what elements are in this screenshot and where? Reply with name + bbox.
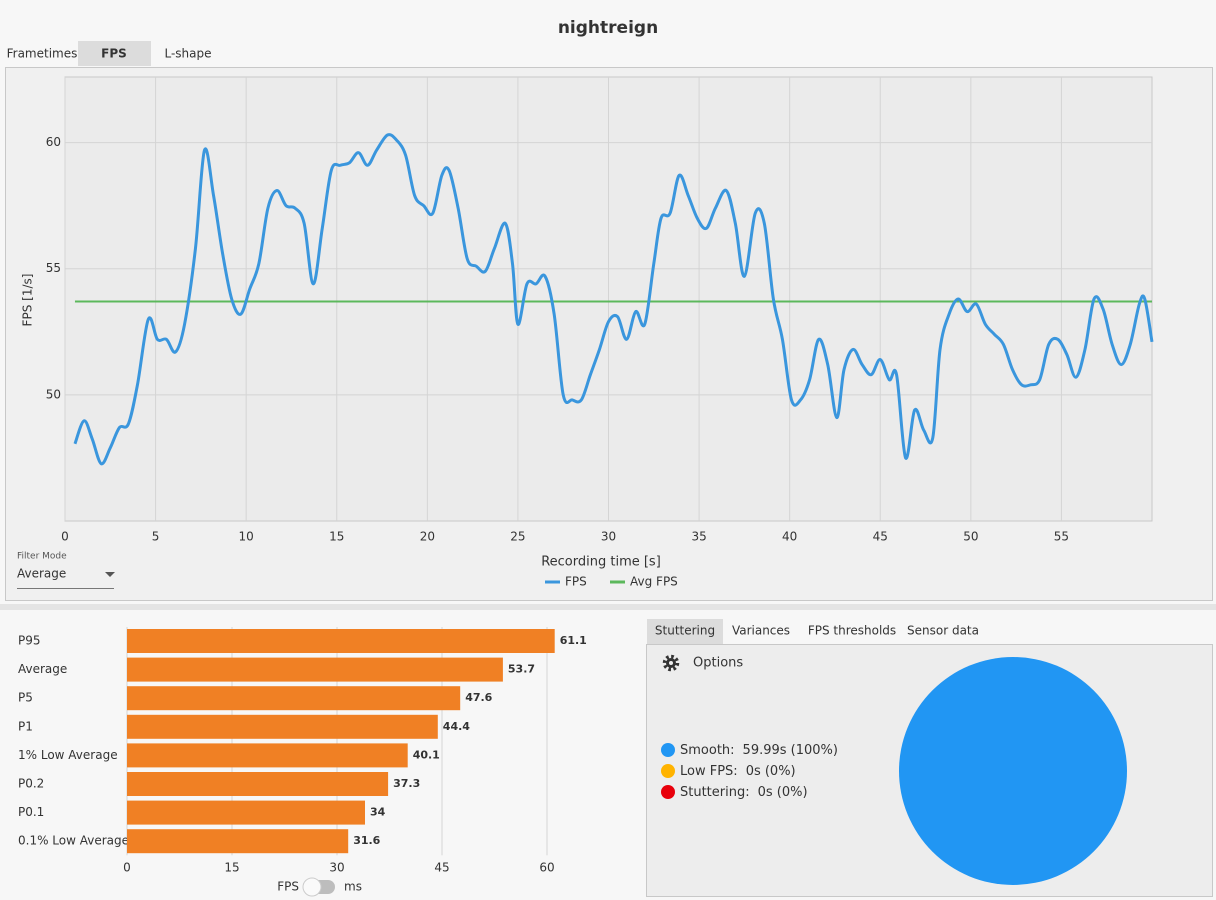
series-line	[73, 133, 1154, 466]
x-tick-label: 45	[434, 861, 449, 875]
value-label: 34	[370, 806, 386, 819]
tab[interactable]: L-shape	[164, 47, 211, 61]
x-tick-label: 10	[239, 530, 254, 544]
x-tick-label: 5	[152, 530, 160, 544]
category-label: P5	[18, 691, 33, 705]
x-tick-label: 0	[123, 861, 131, 875]
value-label: 53.7	[508, 663, 535, 676]
x-tick-label: 0	[61, 530, 69, 544]
x-tick-label: 25	[510, 530, 525, 544]
legend-name: Smooth:	[680, 743, 735, 758]
title: nightreign	[558, 18, 658, 38]
bar	[127, 772, 389, 796]
x-axis-label: Recording time [s]	[541, 555, 661, 570]
x-tick-label: 30	[601, 530, 616, 544]
x-tick-label: 40	[782, 530, 797, 544]
legend-label: Avg FPS	[630, 575, 678, 589]
legend-name: Low FPS:	[680, 764, 738, 779]
bar	[127, 743, 408, 768]
category-label: 1% Low Average	[18, 748, 118, 762]
category-label: Average	[18, 662, 67, 676]
legend-name: Stuttering:	[680, 785, 750, 800]
legend-label: FPS	[565, 575, 587, 589]
tab[interactable]: Variances	[732, 624, 790, 638]
toggle-label: ms	[344, 880, 362, 894]
x-tick-label: 20	[420, 530, 435, 544]
value-label: 37.3	[393, 777, 420, 790]
bar	[127, 800, 365, 825]
tab[interactable]: FPS thresholds	[808, 624, 896, 638]
value-label: 31.6	[353, 834, 380, 847]
options-button[interactable]: Options	[693, 656, 743, 671]
y-axis-label: FPS [1/s]	[21, 274, 35, 327]
legend-value: 0s (0%)	[758, 785, 808, 800]
legend-entry: Smooth: 59.99s (100%)	[680, 743, 838, 758]
x-tick-label: 30	[329, 861, 344, 875]
y-tick-label: 50	[46, 387, 61, 401]
x-tick-label: 15	[224, 861, 239, 875]
value-label: 40.1	[413, 748, 440, 761]
x-tick-label: 50	[963, 530, 978, 544]
legend-dot	[661, 785, 675, 799]
legend-dot	[661, 743, 675, 757]
gear-icon[interactable]	[662, 654, 680, 672]
legend-value: 59.99s (100%)	[743, 743, 838, 758]
tab[interactable]: Stuttering	[655, 624, 715, 638]
category-label: P0.1	[18, 805, 44, 819]
tab[interactable]: Sensor data	[907, 624, 979, 638]
x-tick-label: 45	[873, 530, 888, 544]
tab-selected-bg	[78, 41, 151, 66]
gear-hole	[669, 661, 673, 665]
category-label: P0.2	[18, 777, 44, 791]
bar	[127, 657, 503, 682]
bar	[127, 829, 349, 854]
filter-label: Filter Mode	[17, 552, 67, 562]
filter-dropdown[interactable]: Average	[17, 567, 66, 581]
x-tick-label: 60	[539, 861, 554, 875]
dropdown-arrow[interactable]	[105, 572, 115, 577]
value-label: 61.1	[560, 634, 587, 647]
toggle-label: FPS	[277, 880, 299, 894]
separator	[0, 604, 1216, 610]
category-label: 0.1% Low Average	[18, 834, 129, 848]
y-tick-label: 60	[46, 135, 61, 149]
tab[interactable]: Frametimes	[7, 47, 78, 61]
legend-dot	[661, 764, 675, 778]
bar	[127, 686, 461, 711]
x-tick-label: 55	[1054, 530, 1069, 544]
tab-selected-bg	[647, 619, 723, 644]
x-tick-label: 15	[329, 530, 344, 544]
category-label: P1	[18, 719, 33, 733]
value-label: 44.4	[443, 720, 470, 733]
value-label: 47.6	[465, 691, 492, 704]
bar	[127, 629, 555, 653]
gear-teeth	[662, 654, 680, 672]
pie-slice	[899, 657, 1127, 885]
category-label: P95	[18, 634, 41, 648]
legend-value: 0s (0%)	[746, 764, 796, 779]
x-tick-label: 35	[691, 530, 706, 544]
legend-entry: Stuttering: 0s (0%)	[680, 785, 808, 800]
bar	[127, 714, 438, 739]
legend-entry: Low FPS: 0s (0%)	[680, 764, 796, 779]
toggle-knob[interactable]	[302, 877, 322, 897]
tab[interactable]: FPS	[101, 47, 127, 61]
y-tick-label: 55	[46, 261, 61, 275]
